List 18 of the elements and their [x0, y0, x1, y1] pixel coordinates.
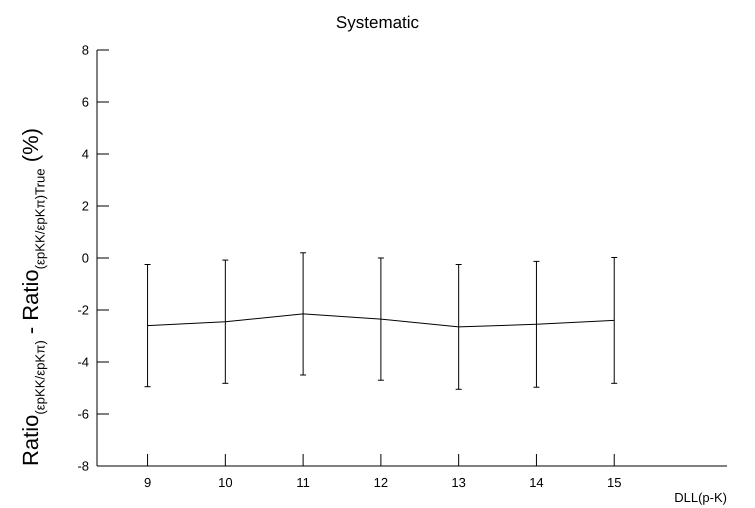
x-tick-label: 11 [296, 475, 310, 490]
x-tick-label: 13 [451, 475, 466, 490]
y-tick-label: 8 [82, 42, 89, 58]
chart-title: Systematic [336, 13, 420, 32]
x-tick-label: 14 [529, 475, 544, 490]
y-tick-label: -6 [77, 406, 89, 422]
x-tick-label: 10 [218, 475, 233, 490]
y-tick-label: 2 [82, 198, 89, 214]
x-tick-label: 15 [606, 475, 622, 490]
y-tick-label: -4 [77, 354, 89, 370]
x-tick-label: 9 [144, 475, 152, 490]
y-tick-label: 6 [82, 94, 89, 110]
y-tick-label: 4 [82, 146, 89, 162]
y-tick-label: -8 [77, 458, 89, 474]
y-tick-label: 0 [82, 250, 89, 266]
x-axis-title: DLL(p-K) [674, 490, 727, 505]
x-tick-label: 12 [374, 475, 388, 490]
y-tick-label: -2 [77, 302, 89, 318]
